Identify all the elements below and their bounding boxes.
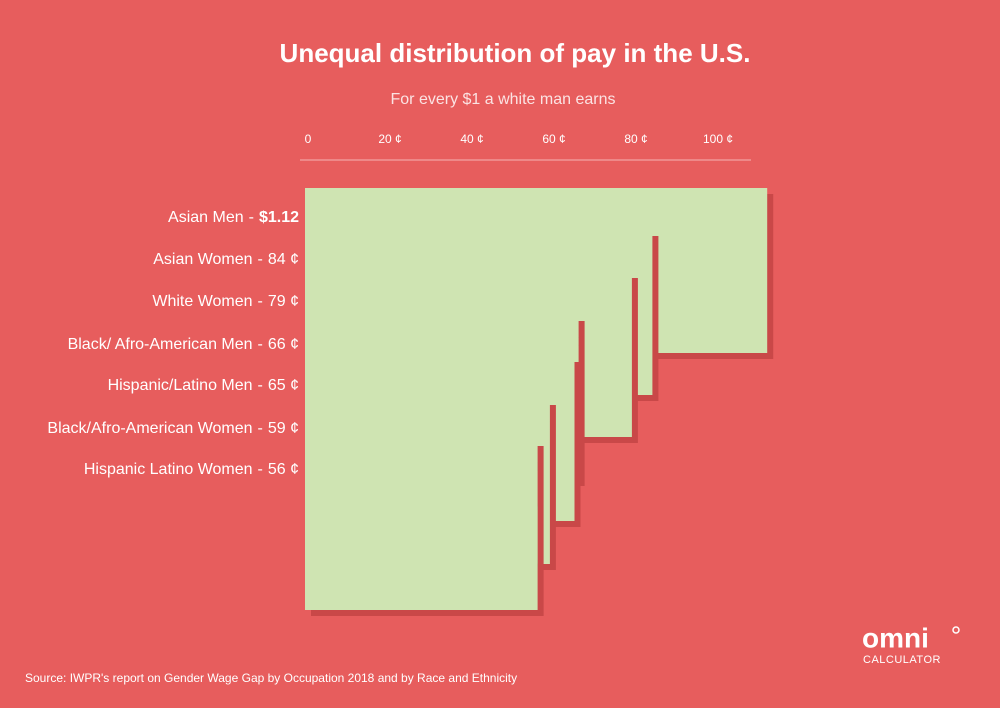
bar bbox=[305, 440, 538, 610]
category-label: Black/ Afro-American Men -66 ¢ bbox=[68, 336, 299, 353]
category-name: Asian Men bbox=[168, 209, 244, 226]
value-label: 59 ¢ bbox=[268, 420, 299, 437]
chart-title: Unequal distribution of pay in the U.S. bbox=[280, 38, 751, 68]
value-label: 84 ¢ bbox=[268, 251, 299, 268]
category-label: Asian Women -84 ¢ bbox=[153, 251, 299, 268]
brand-dot bbox=[952, 626, 960, 634]
category-name: Asian Women bbox=[153, 251, 252, 268]
category-name: Black/Afro-American Women bbox=[47, 420, 252, 437]
category-label: Hispanic/Latino Men -65 ¢ bbox=[108, 377, 299, 394]
value-label: 79 ¢ bbox=[268, 293, 299, 310]
chart-subtitle: For every $1 a white man earns bbox=[391, 91, 616, 108]
label-separator: - bbox=[258, 420, 263, 437]
source: Source: IWPR's report on Gender Wage Gap… bbox=[25, 671, 517, 685]
category-name: White Women bbox=[152, 293, 252, 310]
category-name: Hispanic Latino Women bbox=[84, 461, 253, 478]
label-separator: - bbox=[258, 251, 263, 268]
value-label: 56 ¢ bbox=[268, 461, 299, 478]
value-label: 66 ¢ bbox=[268, 336, 299, 353]
value-label: $1.12 bbox=[259, 209, 299, 226]
label-separator: - bbox=[258, 336, 263, 353]
category-label: Asian Men - $1.12 bbox=[168, 209, 299, 226]
label-separator: - bbox=[258, 377, 263, 394]
value-label: 65 ¢ bbox=[268, 377, 299, 394]
category-name: Black/ Afro-American Men bbox=[68, 336, 253, 353]
x-tick-label: 0 bbox=[305, 132, 312, 146]
x-tick-label: 60 ¢ bbox=[542, 132, 565, 146]
category-name: Hispanic/Latino Men bbox=[108, 377, 253, 394]
x-tick-label: 100 ¢ bbox=[703, 132, 733, 146]
x-tick-label: 40 ¢ bbox=[460, 132, 483, 146]
label-separator: - bbox=[258, 461, 263, 478]
label-separator: - bbox=[258, 293, 263, 310]
label-separator: - bbox=[249, 209, 254, 226]
category-label: Black/Afro-American Women -59 ¢ bbox=[47, 420, 299, 437]
category-label: Hispanic Latino Women -56 ¢ bbox=[84, 461, 299, 478]
x-tick-label: 80 ¢ bbox=[624, 132, 647, 146]
category-label: White Women -79 ¢ bbox=[152, 293, 299, 310]
brand: omni bbox=[862, 622, 929, 653]
brand-sub: CALCULATOR bbox=[863, 654, 941, 666]
x-tick-label: 20 ¢ bbox=[378, 132, 401, 146]
